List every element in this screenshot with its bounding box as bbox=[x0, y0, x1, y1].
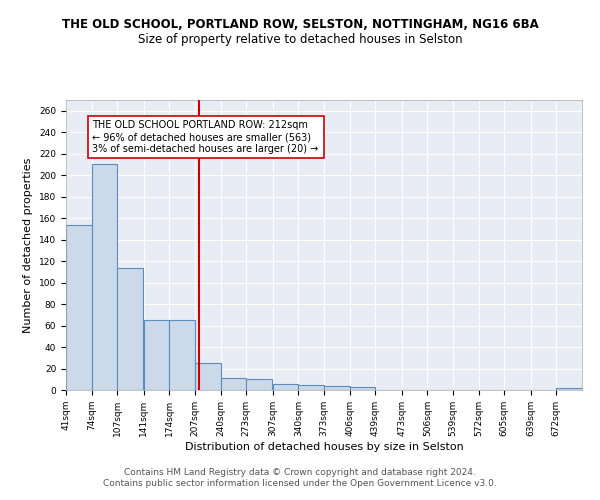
Bar bbox=[556, 388, 582, 390]
Bar bbox=[273, 384, 298, 390]
Bar bbox=[169, 320, 195, 390]
Text: Contains HM Land Registry data © Crown copyright and database right 2024.
Contai: Contains HM Land Registry data © Crown c… bbox=[103, 468, 497, 487]
Bar bbox=[246, 380, 272, 390]
X-axis label: Distribution of detached houses by size in Selston: Distribution of detached houses by size … bbox=[185, 442, 463, 452]
Bar bbox=[66, 224, 92, 390]
Text: THE OLD SCHOOL, PORTLAND ROW, SELSTON, NOTTINGHAM, NG16 6BA: THE OLD SCHOOL, PORTLAND ROW, SELSTON, N… bbox=[62, 18, 538, 30]
Bar bbox=[324, 386, 350, 390]
Bar bbox=[92, 164, 117, 390]
Bar bbox=[144, 320, 169, 390]
Bar bbox=[195, 363, 221, 390]
Bar bbox=[350, 387, 375, 390]
Bar bbox=[298, 384, 324, 390]
Y-axis label: Number of detached properties: Number of detached properties bbox=[23, 158, 34, 332]
Bar bbox=[117, 268, 143, 390]
Bar bbox=[221, 378, 246, 390]
Text: Size of property relative to detached houses in Selston: Size of property relative to detached ho… bbox=[137, 32, 463, 46]
Text: THE OLD SCHOOL PORTLAND ROW: 212sqm
← 96% of detached houses are smaller (563)
3: THE OLD SCHOOL PORTLAND ROW: 212sqm ← 96… bbox=[92, 120, 319, 154]
